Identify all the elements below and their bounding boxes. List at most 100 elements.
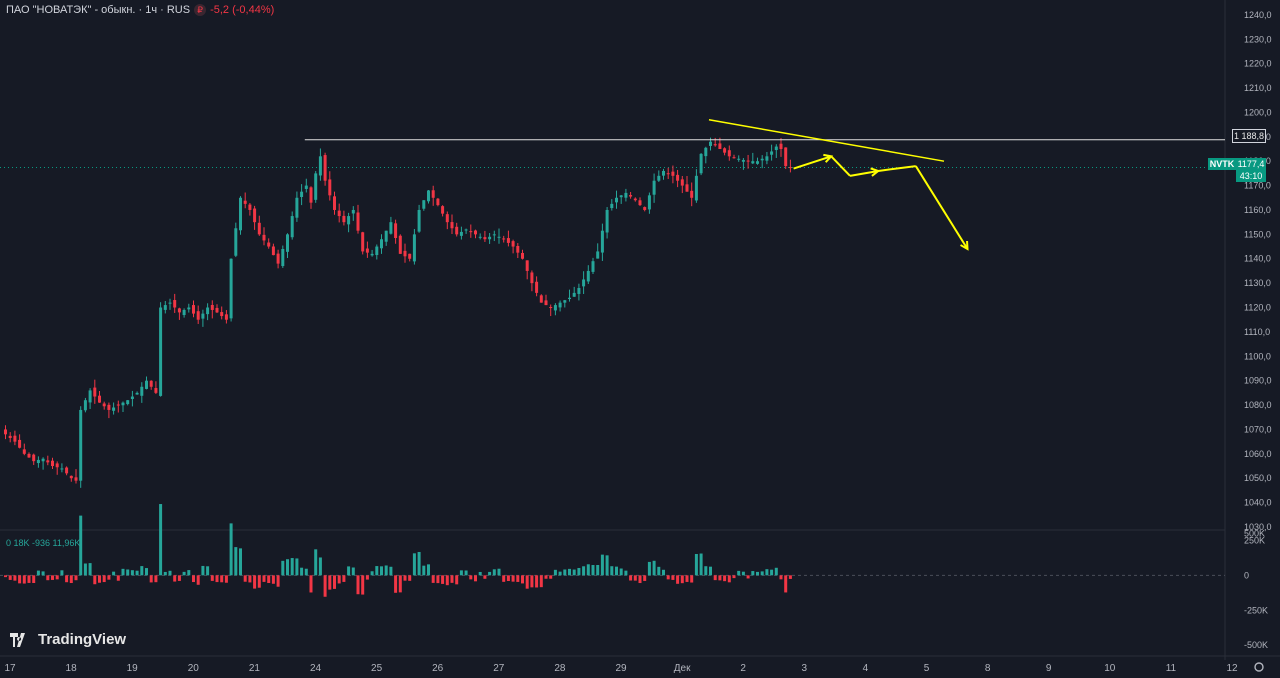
volume-bar <box>187 570 191 576</box>
candle <box>624 192 628 198</box>
volume-bar <box>88 563 92 576</box>
volume-bar <box>516 575 520 582</box>
volume-bar <box>436 575 440 584</box>
volume-bar <box>723 575 727 582</box>
volume-bar <box>107 575 111 580</box>
price-tick-label: 1230,0 <box>1244 34 1272 44</box>
volume-bar <box>760 571 764 576</box>
candle <box>615 197 618 203</box>
candle <box>455 226 459 235</box>
candle <box>737 158 741 160</box>
volume-bar <box>323 575 327 597</box>
price-tick-label: 1150,0 <box>1244 229 1271 239</box>
price-tick-label: 1070,0 <box>1244 424 1272 434</box>
candle <box>619 195 623 198</box>
volume-bar <box>784 575 788 593</box>
volume-bar <box>704 566 708 576</box>
volume-bar <box>304 568 308 576</box>
volume-bar <box>257 575 261 588</box>
price-tick-label: 1200,0 <box>1244 107 1272 117</box>
candle <box>224 314 228 320</box>
volume-bar <box>427 564 430 576</box>
candle <box>530 272 534 284</box>
time-tick-label: 10 <box>1104 663 1116 674</box>
volume-tick-label: 0 <box>1244 570 1249 580</box>
volume-bar <box>652 560 656 576</box>
candle <box>445 214 449 223</box>
candle <box>126 400 130 405</box>
volume-bar <box>596 564 600 576</box>
volume-bar <box>563 569 567 576</box>
candle <box>751 161 755 164</box>
volume-bar <box>624 570 628 576</box>
candle <box>746 160 750 162</box>
volume-bar <box>220 575 224 583</box>
candle <box>173 300 177 308</box>
volume-bar <box>713 575 717 581</box>
volume-bar <box>130 570 134 576</box>
candle <box>713 144 717 146</box>
candle <box>657 175 661 181</box>
candle <box>464 229 468 231</box>
volume-bar <box>365 575 369 580</box>
candle <box>365 248 369 253</box>
candle <box>234 228 238 256</box>
volume-bar <box>126 569 130 576</box>
time-tick-label: 4 <box>863 663 869 674</box>
settings-gear-icon[interactable] <box>1254 662 1264 672</box>
candle <box>680 179 684 186</box>
volume-bar <box>582 566 586 576</box>
logo-text: TradingView <box>38 631 127 648</box>
chart-header: ПАО "НОВАТЭК" - обыкн. · 1ч · RUS ₽ -5,2… <box>6 4 274 16</box>
volume-bar <box>737 570 741 576</box>
candle <box>652 180 656 195</box>
candle <box>436 198 440 206</box>
candle <box>699 153 703 174</box>
volume-bar <box>248 575 252 583</box>
candle <box>290 216 294 238</box>
candle <box>756 161 759 164</box>
volume-bar <box>676 575 680 584</box>
candle <box>271 246 275 256</box>
volume-bar <box>224 575 228 583</box>
volume-bar <box>572 569 576 576</box>
candle <box>46 460 50 463</box>
candle <box>295 197 299 218</box>
volume-bar <box>154 575 158 583</box>
volume-bar <box>403 575 407 581</box>
volume-tick-label: -500K <box>1244 640 1268 650</box>
candle <box>389 222 393 234</box>
volume-bar <box>539 575 543 588</box>
candle <box>568 297 571 300</box>
candle <box>69 475 73 479</box>
volume-bar <box>69 575 73 584</box>
price-tick-label: 1060,0 <box>1244 449 1272 459</box>
volume-bar <box>262 575 266 582</box>
volume-bar <box>497 568 501 576</box>
volume-bar <box>741 571 745 576</box>
candle <box>83 400 87 411</box>
candle <box>497 236 501 238</box>
symbol-title[interactable]: ПАО "НОВАТЭК" - обыкн. · 1ч · RUS <box>6 4 191 16</box>
volume-bar <box>98 575 101 583</box>
candle <box>727 150 731 157</box>
candle <box>408 253 412 259</box>
volume-bar <box>774 567 778 576</box>
candle <box>210 304 214 310</box>
volume-bar <box>727 575 731 583</box>
volume-bar <box>694 553 698 576</box>
volume-bar <box>121 568 125 576</box>
tradingview-logo[interactable]: TradingView <box>10 631 126 648</box>
candle <box>79 409 83 481</box>
volume-bar <box>149 575 153 583</box>
volume-bar <box>351 567 355 576</box>
candle <box>276 253 280 264</box>
candle <box>286 234 289 252</box>
volume-bar <box>328 575 332 590</box>
candle <box>60 468 64 470</box>
candle <box>469 231 473 233</box>
candle <box>163 305 167 310</box>
volume-bar <box>361 575 365 595</box>
